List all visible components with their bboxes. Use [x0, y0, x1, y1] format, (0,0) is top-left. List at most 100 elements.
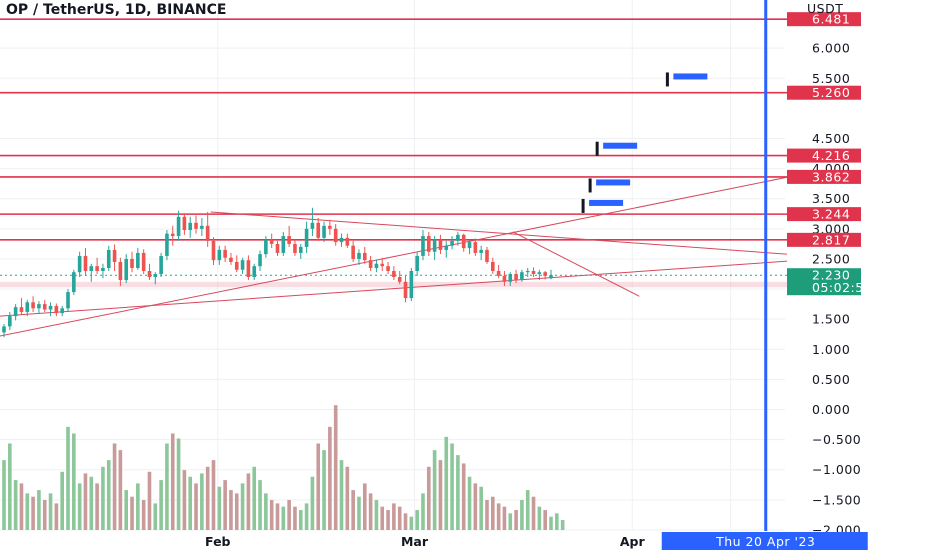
candle-body	[421, 236, 425, 256]
candle-body	[496, 270, 501, 276]
volume-bar	[130, 496, 134, 530]
volume-bar	[432, 450, 437, 530]
volume-bar	[298, 510, 303, 530]
y-tick-label: 1.000	[812, 342, 850, 357]
volume-bar	[415, 510, 419, 530]
y-tick-label: 5.500	[812, 71, 850, 86]
candle-body	[194, 222, 198, 229]
candle-body	[141, 252, 146, 271]
volume-bar	[450, 443, 454, 530]
candle-body	[2, 326, 6, 333]
marker-flag	[673, 73, 708, 80]
volume-bar	[409, 516, 414, 530]
volume-bar	[48, 493, 53, 530]
volume-bar	[258, 480, 262, 530]
level-tag	[787, 169, 861, 184]
x-tick-label: Apr	[620, 534, 646, 549]
candle-body	[491, 261, 495, 271]
volume-bar	[397, 506, 402, 530]
volume-bar	[147, 471, 152, 530]
candle-body	[380, 263, 385, 267]
volume-bar	[502, 506, 507, 530]
level-tag-label: 6.481	[812, 12, 850, 27]
time-axis[interactable]: Feb Mar Apr Thu 20 Apr '23	[0, 531, 868, 550]
date-marker-tag	[661, 532, 868, 550]
candle-body	[461, 234, 466, 249]
volume-bar	[368, 493, 373, 530]
volume-bar	[165, 443, 169, 530]
volume-bar	[328, 426, 332, 530]
marker-stem	[665, 72, 669, 87]
volume-bar	[112, 443, 117, 530]
candle-body	[374, 263, 379, 268]
candle-body	[281, 236, 286, 253]
candle-body	[112, 249, 117, 262]
candle-body	[264, 239, 268, 255]
target-markers[interactable]	[581, 72, 708, 213]
candle-body	[531, 270, 536, 274]
candle-body	[456, 234, 460, 241]
volume-bar	[95, 483, 99, 530]
candle-body	[485, 249, 489, 262]
volume-bar	[473, 483, 478, 530]
level-tag	[787, 232, 861, 247]
trendlines[interactable]	[0, 166, 837, 337]
volume-bar	[223, 480, 227, 530]
candle-body	[182, 216, 187, 231]
candle-body	[8, 316, 12, 327]
candle-body	[205, 225, 210, 241]
marker-flag	[589, 199, 624, 206]
volume-bar	[444, 436, 449, 530]
candle-body	[101, 267, 105, 271]
volume-bar	[42, 500, 47, 530]
volume-bar	[182, 470, 187, 530]
price-axis[interactable]: 6.0005.5004.5004.0003.5003.0002.5002.000…	[787, 0, 932, 550]
candle-body	[403, 281, 408, 299]
volume-bar	[118, 450, 123, 530]
candle-body	[124, 258, 129, 281]
volume-bar	[66, 426, 70, 530]
volume-bar	[159, 480, 163, 530]
candle-body	[275, 243, 280, 253]
candle-body	[252, 266, 257, 278]
volume-bar	[514, 510, 518, 530]
volume-bar	[531, 496, 536, 530]
volume-bar	[362, 483, 367, 530]
volume-bar	[560, 520, 565, 530]
level-tag	[787, 85, 861, 100]
y-tick-label: 0.500	[812, 372, 850, 387]
candle-body	[83, 255, 88, 271]
candle-body	[136, 252, 140, 268]
y-tick-label: 2.500	[812, 251, 850, 266]
level-tag-label: 5.260	[812, 85, 850, 100]
horizontal-levels[interactable]	[0, 18, 787, 241]
volume-bar	[322, 450, 326, 530]
volume-bar	[403, 513, 408, 530]
volume-bar	[136, 483, 140, 530]
volume-bar	[555, 513, 559, 530]
volume-bar	[549, 516, 553, 530]
candle-body	[200, 225, 204, 229]
candle-body	[19, 307, 24, 312]
volume-bar	[217, 486, 222, 530]
countdown-label: 05:02:55	[812, 280, 872, 295]
marker-flag	[603, 142, 638, 149]
volume-bar	[374, 500, 379, 530]
volume-bar	[491, 496, 495, 530]
volume-bar	[537, 506, 542, 530]
volume-bar	[520, 500, 524, 530]
last-price-label: 2.230	[812, 268, 850, 283]
marker-stem	[581, 198, 585, 213]
volume-bar	[106, 460, 111, 530]
candle-body	[386, 266, 390, 271]
candle-body	[48, 305, 53, 310]
volume-bar	[525, 490, 530, 530]
candle-body	[502, 275, 507, 282]
volume-bar	[275, 503, 280, 530]
candles	[2, 207, 553, 338]
volume-bar	[485, 500, 489, 530]
candle-body	[444, 245, 449, 250]
candle-body	[368, 260, 373, 268]
volume-bar	[83, 473, 88, 530]
